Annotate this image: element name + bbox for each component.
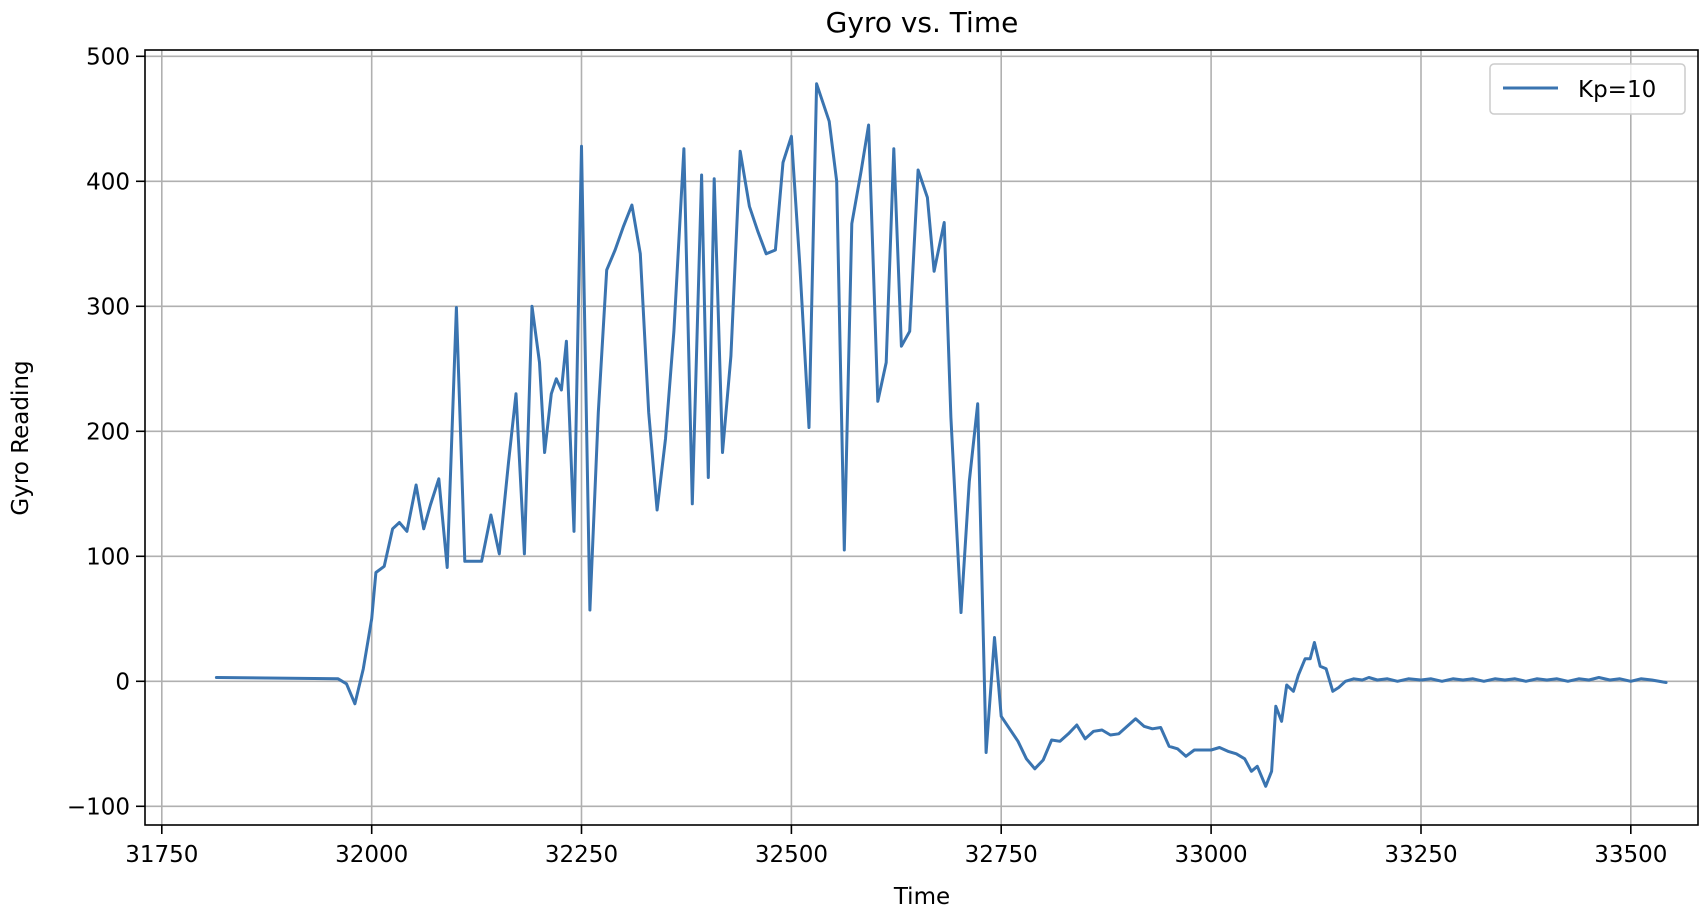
y-tick-label: 400 — [86, 169, 130, 195]
x-tick-label: 33000 — [1175, 842, 1248, 868]
chart-title: Gyro vs. Time — [826, 6, 1019, 39]
legend-label-kp10: Kp=10 — [1578, 77, 1656, 103]
x-axis-title: Time — [893, 884, 950, 910]
x-tick-label: 32000 — [335, 842, 408, 868]
y-tick-label: 500 — [86, 44, 130, 70]
y-tick-label: 100 — [86, 544, 130, 570]
x-axis-ticks: 31750 32000 32250 32500 32750 33000 33250 33500 — [125, 825, 1667, 868]
y-axis-title: Gyro Reading — [8, 360, 34, 515]
y-tick-label: 200 — [86, 419, 130, 445]
plot-area-background — [145, 50, 1698, 825]
x-tick-label: 32250 — [545, 842, 618, 868]
series-line-kp10 — [214, 82, 1668, 788]
y-tick-label: −100 — [67, 794, 130, 820]
legend-frame — [1489, 63, 1686, 115]
legend: Kp=10 — [1489, 63, 1686, 115]
y-tick-label: 300 — [86, 294, 130, 320]
y-axis-ticks: −100 0 100 200 300 400 500 — [67, 44, 145, 820]
x-tick-label: 33500 — [1594, 842, 1667, 868]
x-tick-label: 33250 — [1384, 842, 1457, 868]
plot-area-frame — [144, 49, 1699, 826]
x-tick-label: 32500 — [755, 842, 828, 868]
x-tick-label: 31750 — [125, 842, 198, 868]
y-tick-label: 0 — [115, 669, 130, 695]
x-tick-label: 32750 — [965, 842, 1038, 868]
